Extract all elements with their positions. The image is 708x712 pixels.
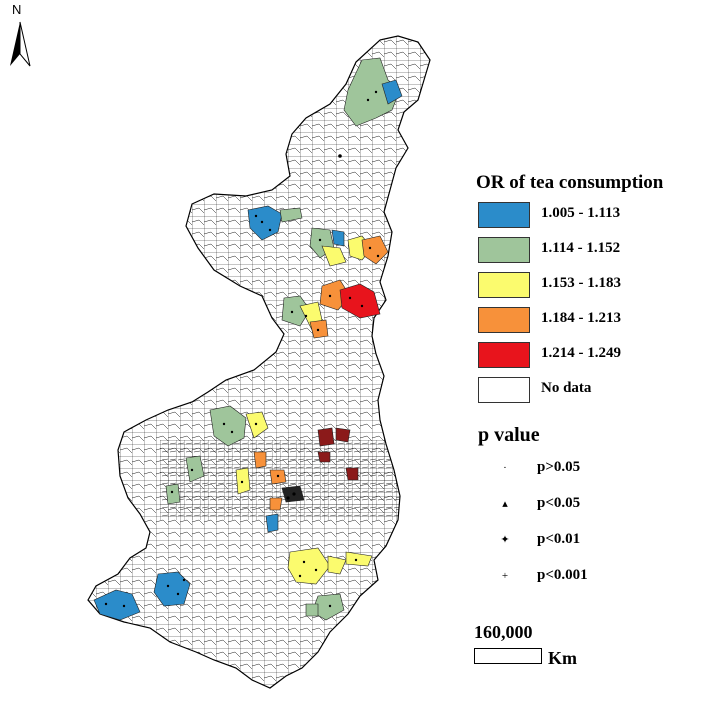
legend-row: 1.114 - 1.152	[478, 237, 708, 267]
p-value-symbol-icon: +	[501, 570, 509, 582]
legend-swatch	[478, 307, 530, 333]
legend-swatch	[478, 377, 530, 403]
p-value-row: + p<0.001	[495, 564, 695, 590]
legend-swatch	[478, 237, 530, 263]
legend-label: 1.184 - 1.213	[541, 310, 621, 326]
legend-label: 1.214 - 1.249	[541, 345, 621, 361]
p-value-title: p value	[478, 424, 540, 446]
legend-row: 1.214 - 1.249	[478, 342, 708, 372]
p-value-symbol-icon: ▴	[502, 498, 508, 510]
p-value-row: ✦ p<0.01	[495, 528, 695, 554]
p-value-row: ▴ p<0.05	[495, 492, 695, 518]
p-value-symbol-icon: ·	[503, 462, 507, 474]
p-value-label: p<0.001	[537, 567, 588, 583]
or-districts	[93, 57, 403, 621]
legend-label: 1.005 - 1.113	[541, 205, 621, 221]
p-value-label: p<0.01	[537, 531, 581, 547]
north-arrow	[6, 4, 34, 70]
p-value-label: p<0.05	[537, 495, 581, 511]
legend-title: OR of tea consumption	[476, 172, 664, 193]
north-arrow-icon	[10, 21, 31, 67]
legend-swatch	[478, 272, 530, 298]
legend-row: No data	[478, 377, 708, 407]
legend-swatch	[478, 202, 530, 228]
p-value-markers	[104, 90, 380, 608]
scale-bar	[474, 648, 542, 664]
legend-row: 1.184 - 1.213	[478, 307, 708, 337]
legend-row: 1.005 - 1.113	[478, 202, 708, 232]
scale-value: 160,000	[474, 622, 533, 642]
legend-label: 1.114 - 1.152	[541, 240, 621, 256]
p-value-symbol-icon: ✦	[500, 534, 510, 546]
legend-swatch	[478, 342, 530, 368]
legend-label: No data	[541, 380, 592, 396]
north-label: N	[12, 2, 22, 17]
legend-row: 1.153 - 1.183	[478, 272, 708, 302]
p-value-row: · p>0.05	[495, 456, 695, 482]
p-value-label: p>0.05	[537, 459, 581, 475]
scale-unit: Km	[548, 648, 577, 668]
legend-label: 1.153 - 1.183	[541, 275, 621, 291]
